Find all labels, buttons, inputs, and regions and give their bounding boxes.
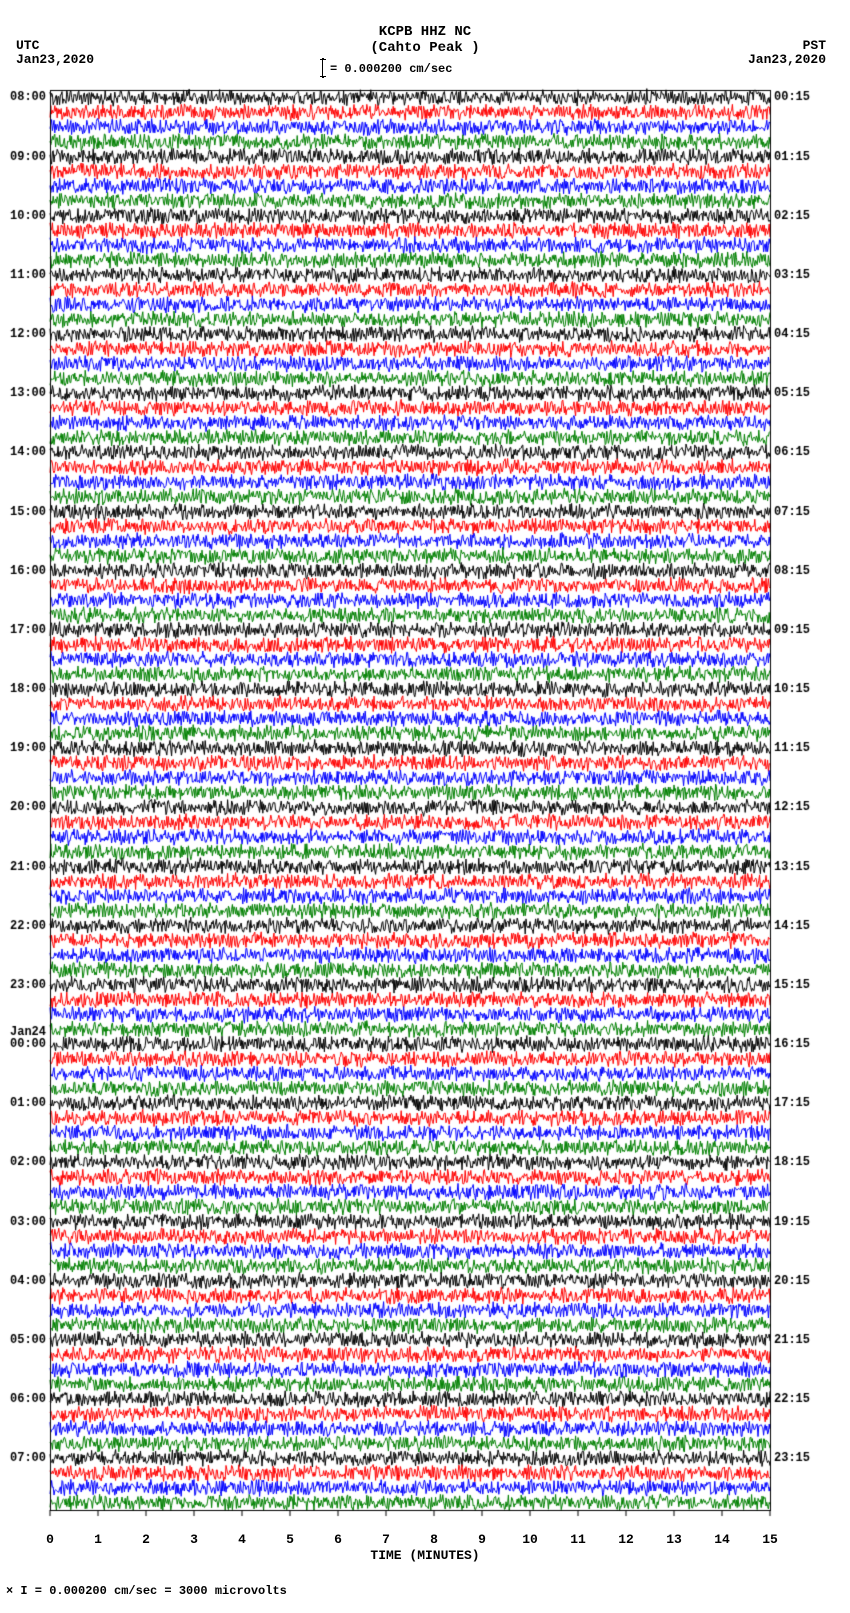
x-tick-label: 8 [430,1532,438,1547]
pst-date: Jan23,2020 [748,52,826,67]
x-tick-label: 6 [334,1532,342,1547]
x-axis-title: TIME (MINUTES) [370,1548,479,1563]
x-tick-label: 10 [522,1532,538,1547]
scale-bar-icon [322,58,324,78]
x-tick-label: 3 [190,1532,198,1547]
seismogram-plot [0,80,850,1530]
x-axis: TIME (MINUTES) 0123456789101112131415 [0,1530,850,1570]
x-tick-label: 11 [570,1532,586,1547]
station-subtitle: (Cahto Peak ) [370,40,479,56]
x-tick-label: 0 [46,1532,54,1547]
station-title: KCPB HHZ NC [379,24,471,40]
scale-text: = 0.000200 cm/sec [330,62,452,76]
x-tick-label: 14 [714,1532,730,1547]
x-tick-label: 2 [142,1532,150,1547]
x-tick-label: 15 [762,1532,778,1547]
x-tick-label: 9 [478,1532,486,1547]
footer-scale: × I = 0.000200 cm/sec = 3000 microvolts [0,1570,850,1604]
x-tick-label: 1 [94,1532,102,1547]
x-tick-label: 4 [238,1532,246,1547]
x-tick-label: 13 [666,1532,682,1547]
x-tick-label: 12 [618,1532,634,1547]
x-tick-label: 5 [286,1532,294,1547]
utc-label: UTC [16,38,39,53]
utc-date: Jan23,2020 [16,52,94,67]
x-tick-label: 7 [382,1532,390,1547]
pst-label: PST [803,38,826,53]
seismogram-header: UTC Jan23,2020 PST Jan23,2020 KCPB HHZ N… [0,0,850,80]
